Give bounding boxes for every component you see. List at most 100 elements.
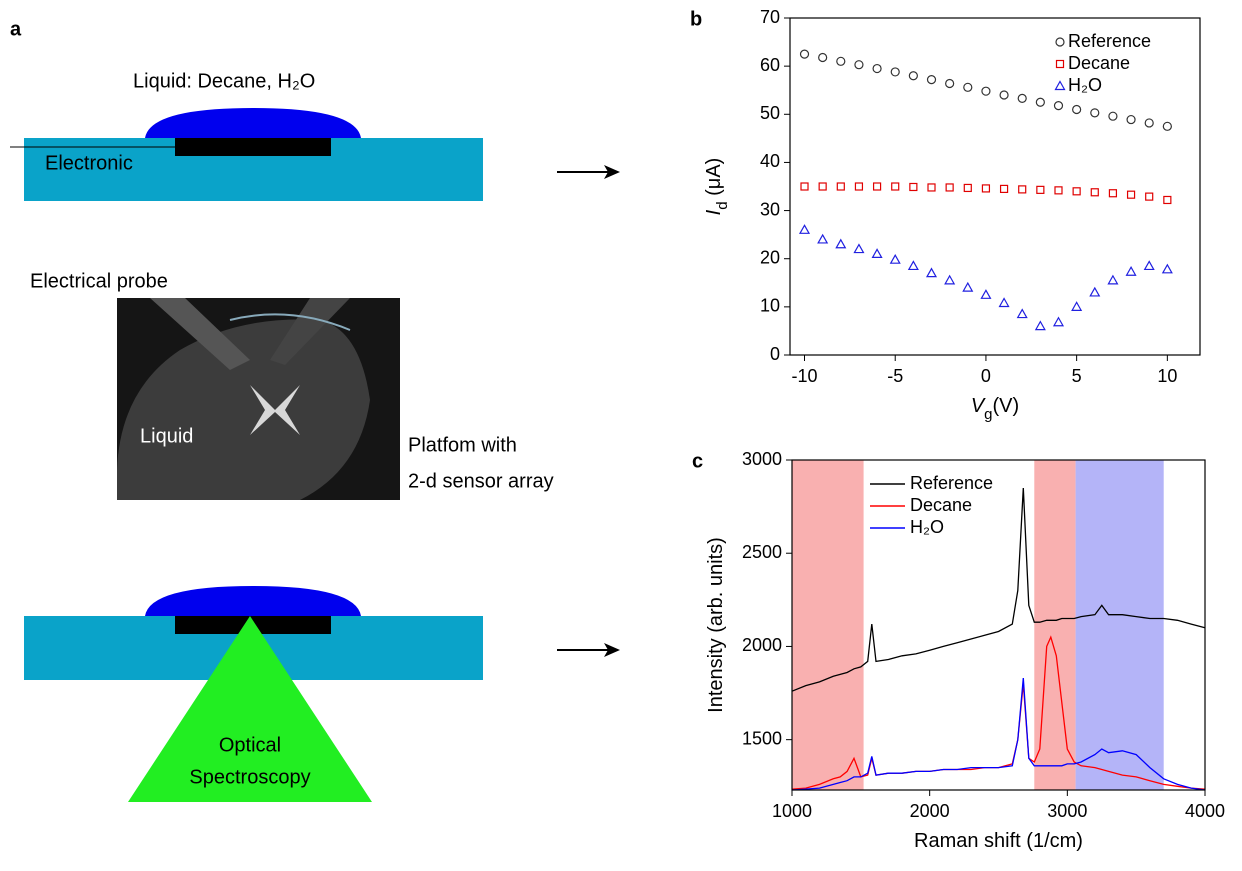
x-axis-label: Vg(V)	[971, 395, 1019, 423]
marker	[1125, 265, 1137, 276]
optical-label: Spectroscopy	[189, 766, 310, 788]
marker	[981, 86, 991, 96]
spectrum-line	[791, 678, 1206, 791]
probe-label: Electrical probe	[30, 270, 168, 292]
y-tick-label: 10	[760, 296, 780, 316]
x-tick-label: 2000	[910, 801, 950, 821]
platform-label: Platfom with	[408, 434, 517, 456]
legend-marker	[1055, 37, 1065, 47]
x-tick-label: 4000	[1185, 801, 1225, 821]
y-axis-label-part: d	[714, 201, 731, 209]
marker	[854, 182, 864, 191]
y-tick-label: 2000	[742, 635, 782, 655]
marker	[945, 78, 955, 89]
marker	[925, 267, 938, 278]
marker	[944, 274, 956, 285]
marker	[963, 183, 972, 193]
y-tick-label: 40	[760, 151, 780, 171]
optical-label: Optical	[219, 734, 281, 756]
droplet	[145, 108, 361, 138]
marker	[798, 224, 811, 234]
marker	[927, 183, 936, 192]
marker	[981, 184, 991, 193]
x-axis-label-part: (V)	[993, 395, 1020, 417]
y-tick-label: 0	[770, 344, 780, 364]
arrow	[557, 165, 620, 179]
marker	[998, 297, 1010, 308]
y-axis-label: Id (μA)	[703, 158, 731, 216]
marker	[1143, 260, 1155, 271]
marker	[818, 182, 827, 191]
light-cone	[128, 616, 372, 802]
shaded-band	[792, 460, 864, 790]
marker	[1126, 114, 1136, 125]
marker	[1090, 188, 1099, 197]
y-tick-label: 2500	[742, 542, 782, 562]
sensor	[175, 138, 331, 156]
marker	[1052, 316, 1065, 327]
shaded-band	[1075, 460, 1164, 790]
droplet	[145, 586, 361, 616]
marker	[962, 281, 974, 292]
marker	[889, 253, 901, 264]
marker	[818, 52, 828, 63]
x-tick-label: -10	[792, 366, 818, 386]
x-axis-label-part: g	[984, 406, 992, 423]
y-axis-label-part: (μA)	[703, 158, 725, 202]
marker	[999, 90, 1009, 100]
marker	[890, 67, 900, 77]
marker	[1072, 187, 1081, 196]
legend-label: Decane	[1068, 53, 1130, 73]
marker	[1034, 320, 1046, 331]
marker	[1036, 185, 1045, 194]
y-tick-label: 70	[760, 7, 780, 27]
marker	[836, 56, 846, 66]
y-tick-label: 30	[760, 199, 780, 219]
marker	[1108, 111, 1118, 121]
legend-label: H₂O	[910, 517, 944, 537]
y-tick-label: 50	[760, 103, 780, 123]
marker	[853, 243, 865, 254]
liquid-label: Liquid	[140, 425, 193, 447]
marker	[909, 182, 918, 192]
plot-frame	[791, 459, 1206, 791]
y-tick-label: 3000	[742, 449, 782, 469]
marker	[1107, 274, 1119, 285]
marker	[835, 238, 847, 249]
marker	[1072, 104, 1082, 115]
marker	[1053, 101, 1064, 111]
y-tick-label: 1500	[742, 728, 782, 748]
marker	[1145, 192, 1154, 201]
y-axis-label: Intensity (arb. units)	[705, 537, 727, 713]
marker	[945, 183, 954, 192]
marker	[891, 182, 900, 191]
electronic-label: Electronic	[45, 152, 133, 174]
panel-label: c	[692, 450, 703, 472]
marker	[963, 82, 973, 92]
marker	[1035, 97, 1045, 107]
y-axis-label-part: I	[703, 209, 725, 215]
legend-label: Decane	[910, 495, 972, 515]
legend-label: H₂O	[1068, 75, 1102, 95]
arrow	[557, 643, 620, 657]
marker	[1162, 121, 1172, 131]
photo: Liquid	[117, 298, 400, 500]
marker	[1018, 185, 1027, 194]
x-tick-label: 1000	[772, 801, 812, 821]
x-tick-label: 3000	[1047, 801, 1087, 821]
x-axis-label-part: V	[971, 395, 986, 417]
panel-label: b	[690, 8, 702, 30]
marker	[1090, 108, 1100, 118]
legend-marker	[1054, 80, 1066, 91]
marker	[999, 184, 1009, 194]
panel-label: a	[10, 18, 22, 40]
x-tick-label: -5	[887, 366, 903, 386]
x-axis-label: Raman shift (1/cm)	[914, 830, 1083, 852]
marker	[1126, 190, 1136, 199]
x-axis-label-part: Raman shift (1/cm)	[914, 830, 1083, 852]
plot-frame	[789, 17, 1201, 356]
marker	[1089, 286, 1101, 297]
marker	[1017, 93, 1027, 103]
marker	[926, 75, 937, 85]
